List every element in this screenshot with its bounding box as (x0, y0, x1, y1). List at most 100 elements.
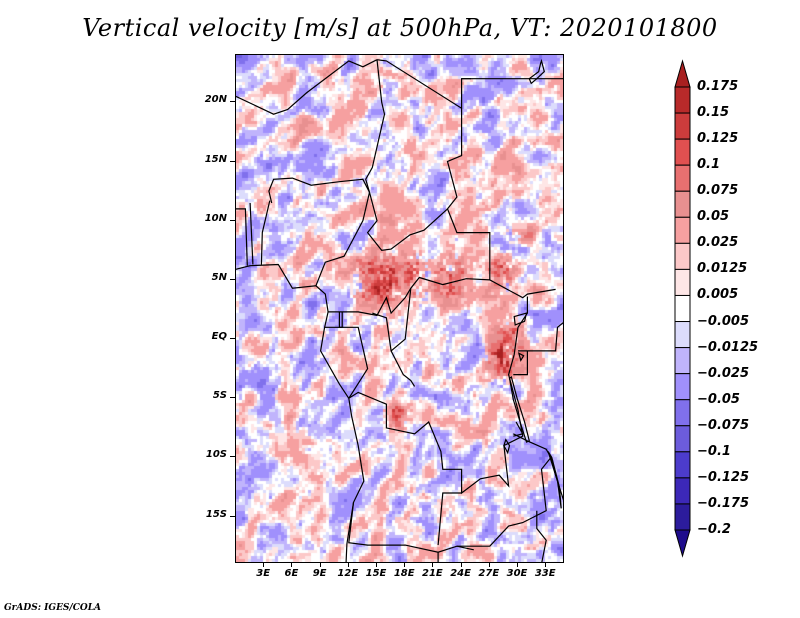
colorbar-max-arrow (674, 59, 691, 88)
lat-tick-label: 15N (204, 153, 227, 165)
lon-tick-mark (432, 563, 434, 567)
colorbar-swatch (674, 425, 691, 453)
country-border (456, 457, 552, 547)
lat-tick-mark (230, 219, 235, 221)
colorbar-swatch (674, 242, 691, 270)
chart-title: Vertical velocity [m/s] at 500hPa, VT: 2… (82, 14, 718, 42)
colorbar-swatch (674, 190, 691, 218)
lat-tick-mark (230, 515, 235, 517)
colorbar-level-label: 0.0125 (697, 261, 748, 277)
lon-tick-mark (460, 563, 462, 567)
lat-tick-label: EQ (211, 331, 227, 343)
colorbar-swatch (674, 373, 691, 401)
lat-tick-mark (230, 338, 235, 340)
colorbar-swatch (674, 268, 691, 296)
colorbar-swatch (674, 321, 691, 349)
country-border (518, 322, 563, 352)
lon-tick-mark (404, 563, 406, 567)
country-border (536, 510, 547, 562)
lon-tick-mark (263, 563, 265, 567)
lon-tick-label: 12E (337, 568, 359, 579)
country-border (372, 312, 416, 387)
country-border (348, 296, 528, 495)
lat-tick-label: 10N (204, 212, 227, 224)
lon-tick-label: 18E (393, 568, 415, 579)
grads-credit: GrADS: IGES/COLA (4, 603, 102, 613)
lat-tick-mark (230, 101, 235, 103)
lon-tick-mark (319, 563, 321, 567)
colorbar-swatch (674, 503, 691, 531)
country-border (236, 208, 248, 266)
lon-tick-label: 6E (284, 568, 299, 579)
colorbar-swatch (674, 138, 691, 166)
colorbar-level-label: 0.15 (697, 105, 730, 121)
colorbar-level-label: 0.005 (697, 287, 739, 303)
lat-tick-mark (230, 397, 235, 399)
lat-tick-label: 10S (205, 449, 227, 461)
lake-outline (547, 451, 562, 509)
lake-outline (513, 312, 528, 326)
lon-tick-label: 24E (450, 568, 471, 579)
country-border (236, 263, 365, 562)
lon-tick-mark (545, 563, 547, 567)
colorbar-level-label: −0.05 (697, 391, 740, 407)
colorbar-level-label: −0.1 (697, 443, 731, 459)
country-border (328, 276, 490, 317)
lat-tick-label: 5N (211, 271, 227, 283)
lake-outline (528, 58, 545, 85)
colorbar-swatch (674, 451, 691, 479)
colorbar-swatch (674, 294, 691, 323)
colorbar-level-label: 0.125 (697, 131, 739, 147)
lon-tick-label: 21E (422, 568, 443, 579)
lat-tick-label: 5S (212, 390, 227, 402)
lon-tick-mark (517, 563, 518, 567)
lake-outline (503, 438, 511, 455)
colorbar-swatch (674, 216, 691, 244)
lon-tick-mark (376, 563, 377, 567)
colorbar-level-label: −0.2 (697, 522, 731, 537)
lon-tick-mark (291, 563, 293, 567)
lon-tick-label: 30E (506, 568, 528, 579)
vertical-velocity-field (236, 55, 563, 562)
colorbar-swatch (674, 477, 691, 505)
lat-tick-label: 15S (205, 508, 227, 520)
lat-tick-mark (230, 160, 235, 162)
country-border (236, 59, 378, 115)
colorbar-level-label: 0.175 (697, 79, 739, 94)
colorbar-swatch (674, 399, 691, 427)
lon-tick-label: 9E (312, 568, 327, 579)
country-border (461, 78, 471, 109)
lake-outline (517, 352, 525, 362)
colorbar-swatch (674, 86, 691, 114)
colorbar-level-label: 0.025 (697, 235, 739, 251)
country-border (513, 350, 528, 376)
colorbar-swatch (674, 164, 691, 192)
colorbar-swatch (674, 112, 691, 140)
country-borders (236, 58, 563, 562)
colorbar-level-label: −0.025 (697, 365, 750, 381)
colorbar-level-label: −0.005 (697, 313, 750, 329)
colorbar-level-label: 0.1 (697, 157, 721, 173)
lake-outline (508, 376, 531, 443)
colorbar-level-label: 0.075 (697, 183, 739, 199)
colorbar-level-label: −0.175 (697, 495, 750, 511)
country-border (390, 288, 412, 352)
country-border (437, 492, 462, 546)
lat-tick-mark (230, 278, 235, 280)
country-border (315, 192, 371, 287)
lon-tick-mark (488, 563, 490, 567)
lon-tick-label: 15E (365, 568, 387, 579)
colorbar-level-label: −0.075 (697, 417, 750, 433)
colorbar-min-arrow (674, 529, 691, 558)
colorbar-swatch (674, 347, 691, 375)
country-border (260, 200, 271, 265)
country-border (365, 59, 448, 251)
country-border (268, 177, 371, 204)
country-border (249, 202, 254, 265)
colorbar-level-label: −0.0125 (697, 339, 759, 355)
colorbar-level-label: −0.125 (697, 469, 750, 485)
country-border (513, 421, 524, 437)
lon-tick-label: 33E (534, 568, 556, 579)
country-border (338, 311, 369, 399)
